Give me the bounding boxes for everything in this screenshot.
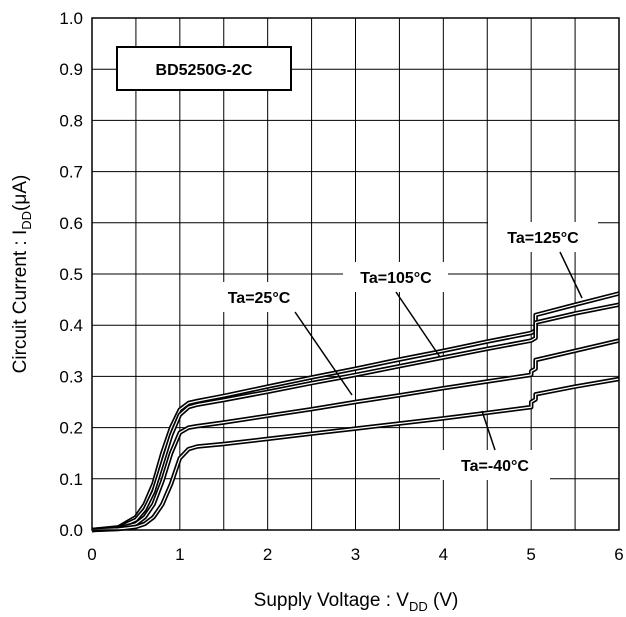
x-tick-label: 6 [614,545,623,564]
y-axis-label: Circuit Current : IDD(μA) [10,175,34,374]
y-tick-label: 0.6 [59,214,83,233]
device-label: BD5250G-2C [156,62,253,79]
x-tick-label: 1 [175,545,184,564]
y-tick-label: 0.2 [59,419,83,438]
y-tick-label: 0.0 [59,521,83,540]
y-tick-label: 0.7 [59,163,83,182]
x-tick-label: 0 [87,545,96,564]
annotation-105: Ta=105°C [360,270,432,287]
x-axis-label: Supply Voltage : VDD (V) [254,590,459,614]
y-tick-label: 0.5 [59,265,83,284]
annotation-m40: Ta=-40°C [461,458,529,475]
x-tick-label: 5 [526,545,535,564]
x-tick-label: 4 [439,545,448,564]
annotation-25: Ta=25°C [228,290,291,307]
device-label-box: BD5250G-2C [117,47,291,90]
y-tick-label: 0.4 [59,316,83,335]
y-tick-label: 0.3 [59,367,83,386]
y-tick-label: 0.1 [59,470,83,489]
annotation-125: Ta=125°C [507,230,579,247]
y-tick-label: 0.9 [59,60,83,79]
y-tick-label: 1.0 [59,9,83,28]
y-tick-label: 0.8 [59,111,83,130]
x-tick-label: 2 [263,545,272,564]
x-tick-label: 3 [351,545,360,564]
